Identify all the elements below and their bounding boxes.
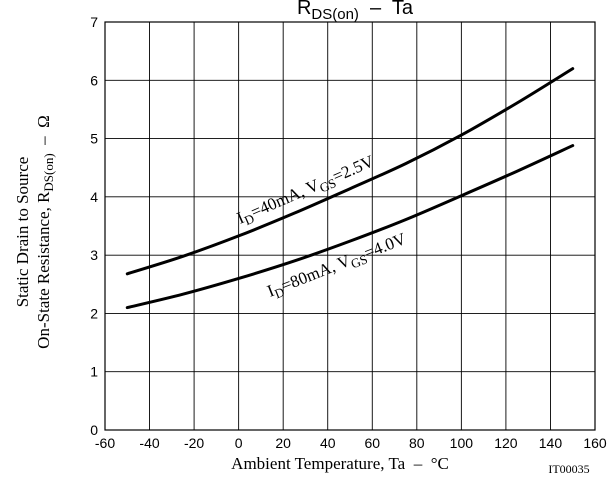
x-tick-label: 20 xyxy=(275,435,291,451)
y-axis-label: Static Drain to Source On-State Resistan… xyxy=(13,115,56,349)
x-tick-label: -20 xyxy=(184,435,204,451)
x-axis-label: Ambient Temperature, Ta – °C xyxy=(231,454,449,473)
series-layer xyxy=(125,67,575,310)
x-tick-label: 160 xyxy=(583,435,607,451)
x-tick-label: 40 xyxy=(320,435,336,451)
x-tick-label: 60 xyxy=(364,435,380,451)
grid xyxy=(105,22,595,430)
x-tick-label: 120 xyxy=(494,435,518,451)
x-tick-label: 140 xyxy=(539,435,563,451)
series-line-40ma xyxy=(125,67,575,276)
y-tick-label: 7 xyxy=(90,14,98,30)
chart-title: RDS(on) – Ta xyxy=(297,0,414,23)
y-tick-label: 1 xyxy=(90,364,98,380)
series-label-80ma: ID=80mA, VGS=4.0V xyxy=(265,229,411,304)
x-tick-label: 100 xyxy=(450,435,474,451)
y-tick-label: 6 xyxy=(90,72,98,88)
series-line-80ma xyxy=(125,144,575,310)
y-tick-label: 5 xyxy=(90,131,98,147)
y-tick-label: 4 xyxy=(90,189,98,205)
y-axis-label-line2: On-State Resistance, RDS(on) – Ω xyxy=(34,115,56,349)
y-axis-label-line1: Static Drain to Source xyxy=(13,157,32,308)
y-tick-label: 0 xyxy=(90,422,98,438)
catalog-id: IT00035 xyxy=(548,462,589,476)
y-tick-labels: 0 1 2 3 4 5 6 7 xyxy=(90,14,98,438)
x-tick-label: -60 xyxy=(95,435,115,451)
x-tick-labels: -60 -40 -20 0 20 40 60 80 100 120 140 160 xyxy=(95,435,607,451)
y-tick-label: 2 xyxy=(90,305,98,321)
series-label-40ma: ID=40mA, VGS=2.5V xyxy=(234,151,379,230)
y-tick-label: 3 xyxy=(90,247,98,263)
x-tick-label: -40 xyxy=(139,435,159,451)
x-tick-label: 0 xyxy=(235,435,243,451)
plot-frame xyxy=(104,21,596,431)
x-tick-label: 80 xyxy=(409,435,425,451)
